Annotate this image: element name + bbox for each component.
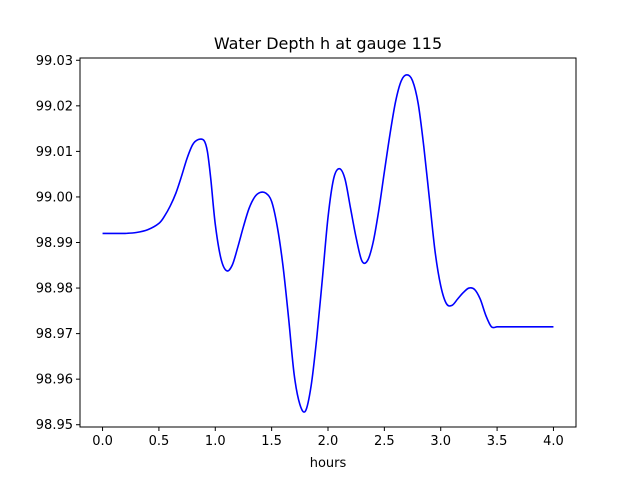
y-tick-label: 99.01: [36, 145, 73, 160]
y-tick-label: 98.96: [36, 373, 73, 388]
chart-title: Water Depth h at gauge 115: [214, 34, 442, 53]
x-tick-label: 0.0: [92, 434, 113, 449]
x-tick-label: 1.0: [205, 434, 226, 449]
y-tick-label: 99.02: [36, 99, 73, 114]
y-tick-label: 98.99: [36, 236, 73, 251]
x-axis-label: hours: [310, 456, 347, 471]
x-tick-label: 0.5: [149, 434, 170, 449]
y-tick-label: 98.95: [36, 418, 73, 433]
x-tick-label: 3.0: [430, 434, 451, 449]
x-tick-label: 3.5: [487, 434, 508, 449]
y-tick-label: 98.98: [36, 282, 73, 297]
x-tick-label: 2.0: [318, 434, 339, 449]
x-tick-label: 2.5: [374, 434, 395, 449]
y-tick-label: 98.97: [36, 327, 73, 342]
x-tick-label: 1.5: [261, 434, 282, 449]
x-tick-label: 4.0: [543, 434, 564, 449]
series-line: [102, 74, 554, 413]
x-axis-ticks: 0.0 0.5 1.0 1.5 2.0 2.5 3.0 3.5 4.0: [92, 427, 564, 449]
y-axis-ticks: 98.95 98.96 98.97 98.98 98.99 99.00 99.01 99.02…: [36, 54, 80, 433]
axes-frame: [79, 57, 577, 428]
y-tick-label: 99.03: [36, 54, 73, 69]
plot-area: [102, 74, 554, 413]
y-tick-label: 99.00: [36, 190, 73, 205]
